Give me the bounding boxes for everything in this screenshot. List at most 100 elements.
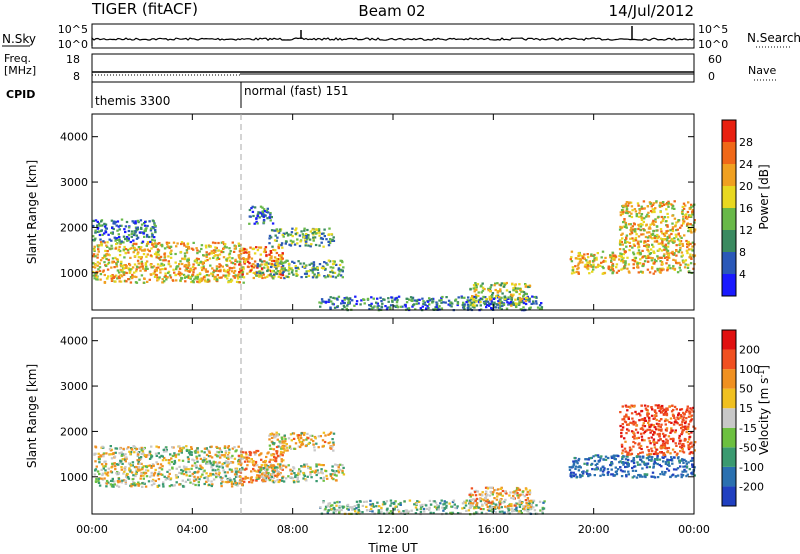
- echo-cell: [331, 504, 334, 507]
- echo-cell: [247, 253, 251, 256]
- echo-cell: [629, 406, 632, 409]
- echo-cell: [312, 239, 315, 242]
- echo-cell: [175, 481, 178, 484]
- echo-cell: [102, 240, 105, 243]
- echo-cell: [610, 259, 613, 262]
- echo-cell: [376, 297, 379, 300]
- echo-cell: [149, 254, 153, 257]
- echo-cell: [686, 252, 689, 255]
- echo-cell: [593, 459, 597, 463]
- echo-cell: [340, 259, 344, 263]
- echo-cell: [295, 274, 298, 277]
- echo-cell: [426, 305, 429, 308]
- echo-cell: [641, 424, 645, 427]
- echo-cell: [389, 499, 393, 502]
- echo-cell: [648, 425, 651, 429]
- echo-cell: [625, 475, 628, 478]
- echo-cell: [249, 478, 253, 481]
- echo-cell: [641, 223, 644, 226]
- echo-cell: [660, 230, 663, 233]
- echo-cell: [296, 238, 299, 241]
- echo-cell: [522, 306, 525, 309]
- echo-cell: [453, 503, 456, 506]
- echo-cell: [297, 480, 300, 483]
- echo-cell: [165, 278, 168, 281]
- echo-cell: [315, 229, 319, 232]
- echo-cell: [660, 249, 664, 252]
- echo-cell: [146, 235, 149, 238]
- echo-cell: [296, 476, 299, 479]
- echo-cell: [311, 228, 314, 231]
- echo-cell: [189, 276, 192, 279]
- echo-cell: [691, 465, 694, 468]
- echo-cell: [271, 441, 274, 444]
- echo-cell: [130, 247, 133, 250]
- echo-cell: [684, 263, 687, 266]
- echo-cell: [264, 476, 267, 480]
- echo-cell: [619, 424, 622, 428]
- echo-cell: [117, 249, 120, 252]
- echo-cell: [329, 473, 332, 476]
- echo-cell: [239, 260, 242, 263]
- echo-cell: [333, 501, 336, 504]
- echo-cell: [119, 447, 122, 450]
- echo-cell: [652, 433, 655, 436]
- echo-cell: [279, 450, 283, 453]
- echo-cell: [689, 242, 692, 245]
- echo-cell: [119, 241, 122, 245]
- echo-cell: [293, 481, 296, 484]
- echo-cell: [190, 280, 193, 284]
- echo-cell: [110, 247, 114, 250]
- echo-cell: [153, 482, 156, 485]
- echo-cell: [693, 228, 697, 231]
- echo-cell: [689, 451, 692, 454]
- echo-cell: [239, 464, 243, 467]
- echo-cell: [402, 510, 405, 513]
- echo-cell: [491, 493, 494, 496]
- echo-cell: [639, 474, 642, 477]
- echo-cell: [530, 500, 533, 503]
- echo-cell: [115, 258, 119, 261]
- echo-cell: [649, 223, 652, 226]
- echo-cell: [650, 458, 653, 461]
- echo-cell: [131, 483, 135, 486]
- echo-cell: [260, 464, 263, 467]
- echo-cell: [116, 229, 119, 232]
- echo-cell: [220, 250, 223, 254]
- echo-cell: [502, 282, 506, 285]
- echo-cell: [385, 500, 389, 503]
- echo-cell: [386, 306, 389, 309]
- echo-cell: [664, 246, 668, 249]
- echo-cell: [226, 471, 229, 474]
- echo-cell: [445, 296, 448, 299]
- echo-cell: [601, 250, 605, 253]
- echo-cell: [674, 442, 677, 445]
- echo-cell: [664, 243, 667, 246]
- echo-cell: [332, 266, 335, 269]
- echo-cell: [120, 466, 123, 469]
- echo-cell: [645, 462, 648, 465]
- echo-cell: [144, 469, 148, 472]
- echo-cell: [111, 462, 114, 465]
- echo-cell: [672, 265, 675, 268]
- echo-cell: [602, 458, 605, 461]
- echo-cell: [230, 279, 234, 282]
- echo-cell: [512, 509, 516, 512]
- echo-cell: [539, 509, 542, 512]
- echo-cell: [244, 451, 248, 454]
- echo-cell: [225, 263, 228, 267]
- echo-cell: [690, 248, 693, 251]
- echo-cell: [317, 228, 321, 231]
- echo-cell: [210, 445, 213, 448]
- echo-cell: [649, 227, 652, 230]
- echo-cell: [473, 306, 476, 309]
- echo-cell: [157, 446, 160, 449]
- echo-cell: [287, 272, 291, 275]
- echo-cell: [122, 241, 125, 244]
- echo-cell: [689, 262, 693, 265]
- echo-cell: [123, 467, 126, 470]
- echo-cell: [203, 447, 207, 450]
- echo-cell: [143, 277, 146, 280]
- echo-cell: [294, 474, 297, 477]
- echo-cell: [637, 463, 640, 466]
